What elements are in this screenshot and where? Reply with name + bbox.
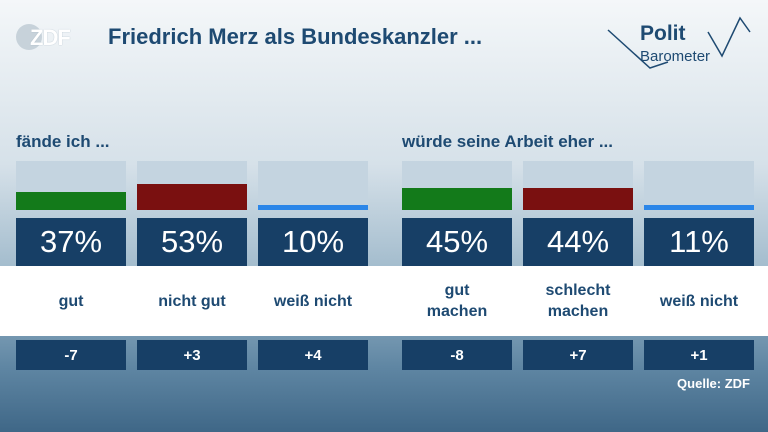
politbarometer-logo: Polit Barometer: [604, 12, 754, 74]
category-label: schlecht machen: [545, 282, 611, 320]
bar-frame: [137, 161, 247, 210]
zdf-logo-text: ZDF: [30, 25, 71, 50]
zdf-logo: ZDF: [16, 24, 80, 52]
page-title: Friedrich Merz als Bundeskanzler ...: [108, 24, 483, 49]
group-2-title: würde seine Arbeit eher ...: [402, 132, 613, 151]
change-label: +3: [137, 340, 247, 370]
brand-polit: Polit: [640, 22, 686, 45]
bar-0-2: [258, 205, 368, 210]
category-label: weiß nicht: [273, 292, 353, 310]
change-label: -7: [16, 340, 126, 370]
bar-frame: [16, 161, 126, 210]
category-label: weiß nicht: [659, 292, 739, 310]
bar-1-2: [644, 204, 754, 210]
category-label: gut machen: [426, 282, 488, 320]
category-label: gut: [58, 292, 84, 310]
checkmark-line-icon: [607, 16, 751, 69]
source-note: Quelle: ZDF: [677, 376, 750, 391]
bar-0-0: [16, 191, 126, 210]
bar-frame: [402, 161, 512, 210]
value-label: 11%: [644, 218, 754, 266]
bar-1-1: [523, 188, 633, 210]
change-label: +4: [258, 340, 368, 370]
value-label: 37%: [16, 218, 126, 266]
bar-1-0: [402, 187, 512, 210]
bar-frame: [644, 161, 754, 210]
value-label: 10%: [258, 218, 368, 266]
category-label: nicht gut: [158, 292, 226, 310]
group-1-title: fände ich ...: [16, 132, 110, 151]
brand-barometer: Barometer: [640, 48, 711, 65]
bar-frame: [523, 161, 633, 210]
value-label: 53%: [137, 218, 247, 266]
change-label: +1: [644, 340, 754, 370]
zdf-logo-circle-icon: [16, 24, 42, 50]
change-label: -8: [402, 340, 512, 370]
bar-frame: [258, 161, 368, 210]
bar-0-1: [137, 184, 247, 210]
change-label: +7: [523, 340, 633, 370]
value-label: 44%: [523, 218, 633, 266]
label-band: [0, 266, 768, 336]
value-label: 45%: [402, 218, 512, 266]
